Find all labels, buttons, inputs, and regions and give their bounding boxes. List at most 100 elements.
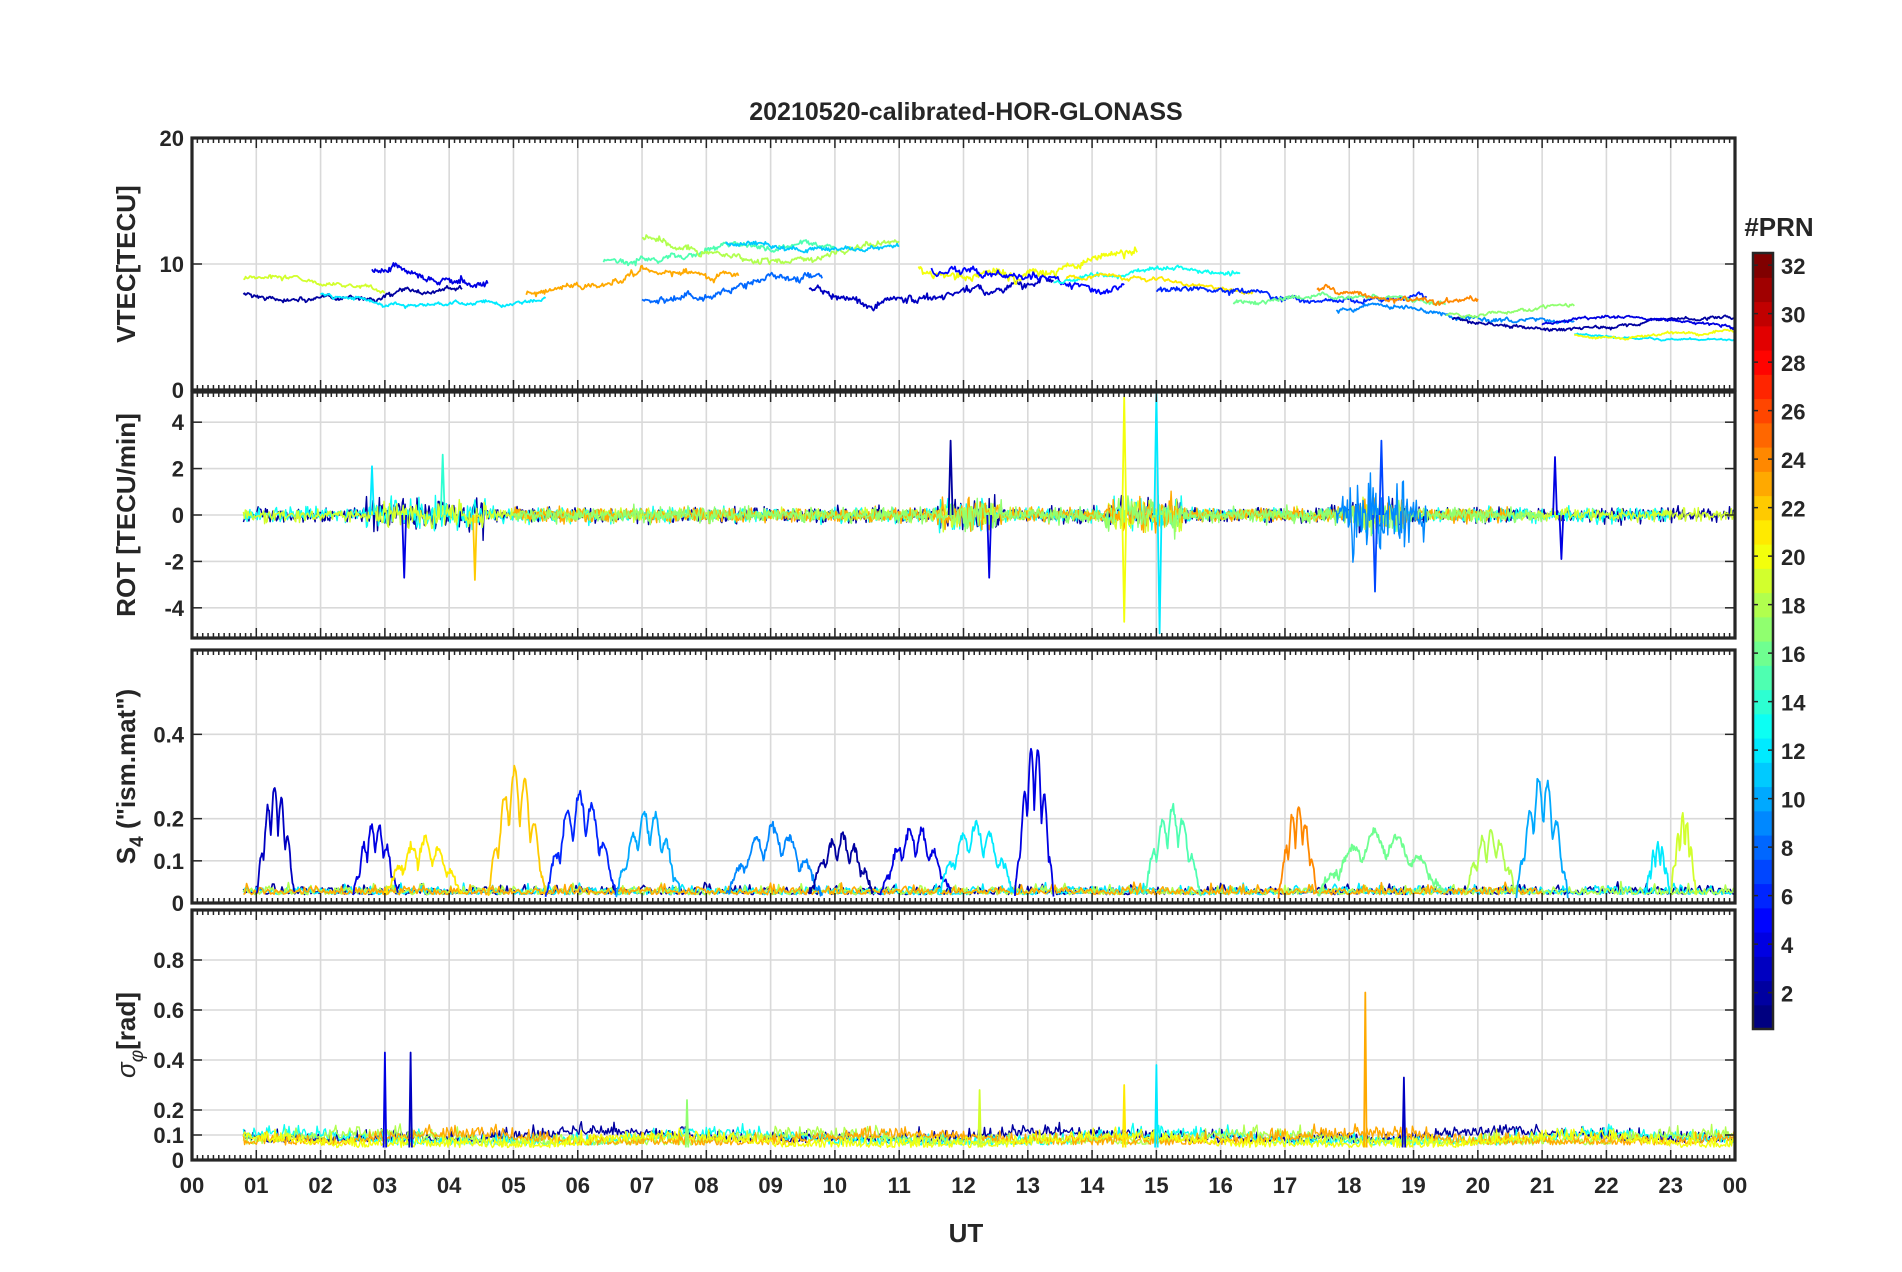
burst-prn-6 <box>544 789 618 897</box>
x-minor-ticks <box>191 910 1736 1160</box>
colorbar-step <box>1753 447 1773 472</box>
colorbar-step <box>1753 495 1773 521</box>
burst-prn-10 <box>615 810 681 898</box>
series-prn-13 <box>1053 264 1241 285</box>
y-tick-label: 2 <box>172 457 184 482</box>
y-tick-label: 0 <box>172 378 184 403</box>
y-axis-title: ROT [TECU/min] <box>111 413 141 617</box>
y-tick-label: 0 <box>172 503 184 528</box>
colorbar-step <box>1753 762 1773 788</box>
x-tick-label: 03 <box>373 1173 397 1198</box>
colorbar-tick-label: 2 <box>1781 982 1793 1007</box>
colorbar-tick-label: 28 <box>1781 351 1805 376</box>
y-tick-label: -4 <box>164 596 184 621</box>
x-tick-label: 14 <box>1080 1173 1105 1198</box>
y-tick-label: 0.1 <box>153 1123 184 1148</box>
burst-prn-21 <box>384 834 463 895</box>
colorbar-step <box>1753 907 1773 933</box>
spike-prn-4 <box>986 514 992 579</box>
colorbar-step <box>1753 277 1773 303</box>
burst-prn-12 <box>936 819 1016 895</box>
x-minor-ticks <box>191 138 1736 390</box>
y-tick-label: 0.2 <box>153 1098 184 1123</box>
x-tick-label: 22 <box>1594 1173 1618 1198</box>
series-prn-17 <box>1445 302 1575 319</box>
spike-prn-12 <box>369 465 375 516</box>
spike-prn-3 <box>408 1051 413 1148</box>
spike-prn-2 <box>947 439 954 516</box>
x-tick-label: 05 <box>501 1173 525 1198</box>
y-tick-label: -2 <box>164 549 184 574</box>
x-tick-label: 07 <box>630 1173 654 1198</box>
burst-prn-22 <box>486 764 547 896</box>
series-group <box>242 234 1735 342</box>
colorbar-step <box>1753 350 1773 375</box>
spike-prn-4 <box>1558 514 1565 560</box>
colorbar-step <box>1753 689 1773 715</box>
y-tick-label: 0.4 <box>153 722 184 747</box>
spike-prn-7 <box>1372 514 1378 593</box>
burst-prn-16 <box>1316 827 1447 897</box>
x-tick-label: 00 <box>1723 1173 1747 1198</box>
series-prn-9 <box>1335 472 1428 563</box>
spike-prn-12 <box>1153 392 1160 516</box>
colorbar-step <box>1753 786 1773 812</box>
colorbar-step <box>1753 301 1773 327</box>
series-prn-18 <box>242 1123 1735 1146</box>
colorbar-tick-label: 4 <box>1781 933 1794 958</box>
y-tick-label: 0.2 <box>153 807 184 832</box>
series-prn-2 <box>1451 314 1735 333</box>
spike-prn-4 <box>382 1051 388 1148</box>
x-tick-label: 18 <box>1337 1173 1361 1198</box>
x-minor-ticks <box>191 650 1736 903</box>
panel-vtec: 0 10 20 VTEC[TECU] <box>111 126 1737 403</box>
colorbar-step <box>1753 422 1773 448</box>
x-minor-ticks <box>191 392 1736 638</box>
colorbar-step <box>1753 544 1773 569</box>
burst-prn-3 <box>255 787 296 894</box>
burst-prn-19 <box>1669 812 1698 896</box>
colorbar-step <box>1753 883 1773 909</box>
y-tick-label: 0 <box>172 1148 184 1173</box>
x-tick-label: 11 <box>888 1173 911 1198</box>
y-tick-label: 4 <box>172 410 185 435</box>
spike-prn-12 <box>1156 514 1163 635</box>
x-tick-label: 13 <box>1016 1173 1040 1198</box>
spike-prn-12 <box>1154 1064 1159 1148</box>
x-tick-label: 19 <box>1401 1173 1425 1198</box>
colorbar-step <box>1753 713 1773 739</box>
x-tick-label: 00 <box>180 1173 204 1198</box>
y-tick-label: 0.6 <box>153 998 184 1023</box>
y-tick-label: 0.4 <box>153 1048 184 1073</box>
colorbar-step <box>1753 519 1773 545</box>
colorbar-step <box>1753 641 1773 666</box>
spike-prn-14 <box>439 453 446 516</box>
y-axis-title: S4 ("ism.mat") <box>111 689 148 864</box>
spike-prn-23 <box>1363 991 1368 1148</box>
colorbar-step <box>1753 665 1773 691</box>
y-tick-label: 0 <box>172 891 184 916</box>
panel-sigphi: 00.10.2 0.4 0.6 0.8σφ[rad] <box>111 908 1737 1173</box>
colorbar-step <box>1753 835 1773 860</box>
colorbar-step <box>1753 810 1773 836</box>
colorbar-tick-label: 24 <box>1781 448 1806 473</box>
y-axis-title: VTEC[TECU] <box>111 185 141 342</box>
burst-prn-18 <box>1464 828 1518 897</box>
colorbar-step <box>1753 616 1773 642</box>
x-tick-label: 06 <box>566 1173 590 1198</box>
colorbar-tick-label: 6 <box>1781 885 1793 910</box>
series-prn-3 <box>808 273 1054 312</box>
series-prn-8 <box>641 271 823 305</box>
colorbar-tick-label: 10 <box>1781 788 1805 813</box>
series-prn-20 <box>242 1126 1735 1149</box>
colorbar-tick-label: 18 <box>1781 594 1805 619</box>
burst-prn-9 <box>725 820 823 897</box>
colorbar-tick-label: 20 <box>1781 545 1805 570</box>
series-prn-18 <box>641 234 900 266</box>
colorbar-tick-label: 12 <box>1781 739 1805 764</box>
x-tick-label: 09 <box>758 1173 782 1198</box>
series-prn-19 <box>243 274 386 294</box>
